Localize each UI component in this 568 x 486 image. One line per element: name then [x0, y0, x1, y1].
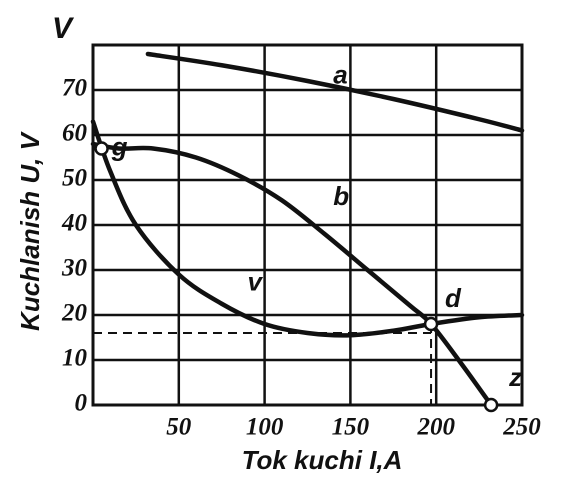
y-tick-label: 10	[62, 345, 88, 372]
series-line	[145, 51, 525, 133]
point-marker	[483, 397, 499, 413]
y-unit: V	[52, 12, 75, 45]
y-tick-label: 40	[61, 210, 88, 237]
y-tick-label: 30	[61, 255, 88, 282]
x-tick-label: 200	[416, 414, 455, 441]
point-label: d	[445, 283, 462, 313]
x-tick-label: 150	[332, 414, 370, 441]
y-tick-label: 70	[62, 75, 88, 102]
x-axis-label: Tok kuchi I,A	[242, 445, 403, 475]
series-line	[90, 141, 494, 408]
y-axis-label: Kuchlanish U, V	[15, 130, 45, 331]
series-label: b	[333, 181, 349, 211]
series-label: v	[247, 266, 263, 296]
x-tick-label: 50	[166, 414, 192, 441]
x-tick-label: 250	[502, 414, 541, 441]
series-label: a	[333, 59, 347, 89]
y-tick-label: 20	[61, 300, 88, 327]
y-tick-label: 60	[62, 120, 88, 147]
y-tick-label: 50	[62, 165, 88, 192]
y-tick-label: 0	[75, 390, 88, 417]
x-tick-label: 100	[246, 414, 284, 441]
point-label: g	[111, 131, 128, 161]
point-label: z	[508, 362, 522, 392]
point-marker	[94, 141, 109, 156]
point-marker	[423, 316, 439, 332]
